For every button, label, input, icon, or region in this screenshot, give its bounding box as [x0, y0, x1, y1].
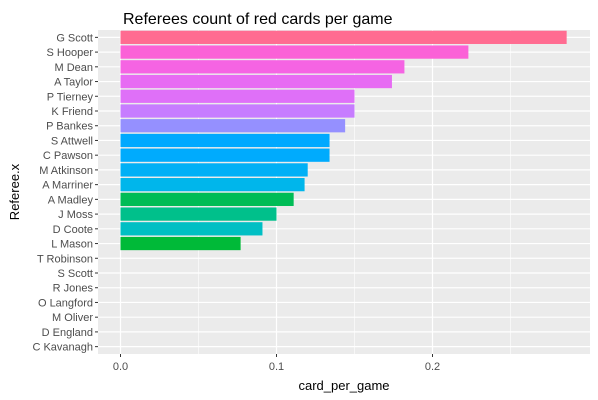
y-tick-label: L Mason — [51, 239, 93, 251]
bar — [120, 119, 346, 133]
y-tick-label: T Robinson — [37, 253, 93, 265]
y-tick-label: R Jones — [53, 283, 94, 295]
y-tick-label: S Attwell — [51, 135, 93, 147]
y-tick-label: S Scott — [58, 268, 93, 280]
y-tick-label: C Pawson — [43, 150, 93, 162]
y-tick-label: G Scott — [56, 32, 93, 44]
bar — [120, 60, 405, 74]
bar — [120, 45, 469, 59]
bar — [120, 222, 263, 236]
bar — [120, 207, 277, 221]
x-tick-label: 0.0 — [113, 361, 128, 373]
y-axis-ticks: G Scott S Hooper M Dean A Taylor P Tierney K … — [32, 32, 98, 354]
y-tick-label: D Coote — [53, 224, 93, 236]
bar — [120, 104, 355, 118]
y-tick-label: S Hooper — [47, 47, 94, 59]
y-axis-title: Referee.x — [7, 163, 22, 220]
y-tick-label: K Friend — [51, 106, 93, 118]
x-axis-ticks: 0.0 0.1 0.2 — [113, 354, 440, 373]
x-tick-label: 0.2 — [425, 361, 440, 373]
y-tick-label: P Tierney — [47, 91, 94, 103]
y-tick-label: C Kavanagh — [32, 342, 93, 354]
y-tick-label: O Langford — [38, 297, 93, 309]
y-tick-label: A Madley — [48, 194, 94, 206]
y-tick-label: M Oliver — [52, 312, 93, 324]
x-tick-label: 0.1 — [269, 361, 284, 373]
bar — [120, 74, 392, 89]
bars — [120, 30, 567, 251]
bar — [120, 163, 308, 177]
y-tick-label: A Marriner — [42, 180, 93, 192]
bar — [120, 178, 305, 192]
x-axis-title: card_per_game — [298, 378, 389, 393]
bar — [120, 133, 330, 148]
y-tick-label: P Bankes — [46, 121, 93, 133]
y-tick-label: M Atkinson — [39, 165, 93, 177]
y-tick-label: D England — [42, 327, 93, 339]
bar — [120, 30, 567, 44]
chart-title: Referees count of red cards per game — [123, 11, 393, 28]
bar — [120, 148, 330, 162]
y-tick-label: J Moss — [58, 209, 93, 221]
y-tick-label: A Taylor — [54, 77, 93, 89]
bar — [120, 192, 294, 206]
bar — [120, 236, 241, 251]
y-tick-label: M Dean — [54, 62, 93, 74]
bar — [120, 89, 355, 103]
